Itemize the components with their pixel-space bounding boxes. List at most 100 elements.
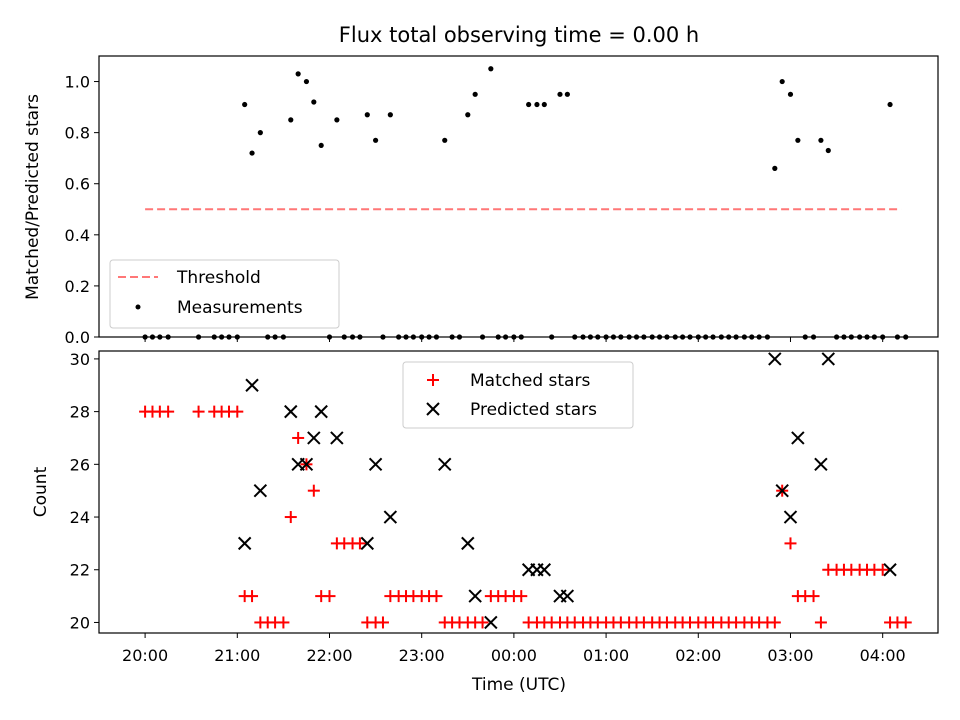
predicted-star-point: [383, 510, 398, 524]
predicted-star-point: [814, 457, 828, 472]
matched-star-point: [323, 590, 336, 603]
measurement-point: [687, 334, 693, 340]
measurement-point: [456, 334, 463, 340]
measurement-point: [903, 334, 909, 340]
predicted-star-point: [791, 431, 805, 445]
measurement-point: [326, 334, 333, 340]
measurement-point: [664, 334, 670, 340]
measurement-point: [779, 78, 785, 85]
measurement-point: [703, 334, 709, 340]
measurement-point: [772, 165, 778, 171]
measurement-point: [795, 137, 801, 143]
measurement-point: [587, 334, 594, 340]
bottom-legend: Matched stars Predicted stars: [402, 361, 634, 429]
measurement-point: [295, 71, 301, 77]
predicted-star-point: [775, 483, 789, 498]
measurement-point: [626, 334, 632, 340]
predicted-star-point: [253, 483, 268, 498]
legend-matched-swatch: [427, 374, 439, 386]
measurement-point: [387, 112, 393, 118]
bottom-plot-area: 20:00 21:00 22:00 23:00 00:00 01:00 02:00 03:00…: [70, 350, 912, 665]
x-tick-label: 22:00: [306, 646, 352, 665]
measurement-point: [265, 334, 271, 340]
matched-star-point: [807, 590, 820, 603]
matched-star-point: [768, 616, 781, 629]
x-tick-label: 04:00: [860, 646, 906, 665]
measurement-point: [165, 334, 171, 340]
top-y-tick-label: 1.0: [65, 73, 90, 92]
measurement-point: [841, 334, 847, 340]
measurement-point: [372, 137, 379, 143]
measurement-point: [656, 334, 663, 340]
measurement-point: [272, 334, 278, 340]
measurement-point: [633, 334, 640, 340]
measurement-point: [211, 334, 217, 340]
measurement-point: [249, 150, 255, 156]
measurement-point: [257, 130, 263, 136]
measurement-point: [403, 334, 409, 340]
measurement-point: [810, 334, 817, 340]
measurement-point: [534, 101, 540, 108]
matched-star-point: [476, 616, 489, 629]
measurement-point: [449, 334, 455, 340]
bottom-y-tick-label: 30: [70, 350, 90, 369]
top-y-tick-label: 0.8: [65, 124, 90, 143]
measurement-point: [733, 334, 739, 340]
matched-star-point: [246, 590, 259, 603]
matched-star-point: [231, 405, 244, 418]
predicted-star-point: [560, 589, 575, 603]
measurement-point: [726, 334, 732, 340]
measurement-point: [818, 137, 824, 143]
measurement-point: [410, 334, 416, 340]
x-tick-label: 00:00: [491, 646, 537, 665]
measurement-point: [380, 334, 386, 340]
predicted-star-point: [438, 457, 452, 472]
matched-star-point: [307, 484, 320, 497]
measurement-point: [518, 334, 524, 340]
matched-star-point: [515, 590, 528, 603]
measurement-point: [495, 334, 501, 340]
bottom-y-axis-label: Count: [31, 466, 51, 517]
predicted-star-point: [368, 457, 383, 472]
measurement-point: [572, 334, 578, 340]
matched-star-point: [430, 590, 443, 603]
measurement-point: [280, 334, 286, 340]
x-tick-label: 20:00: [122, 646, 168, 665]
measurement-point: [749, 334, 755, 340]
measurement-point: [288, 117, 294, 123]
measurement-point: [341, 334, 347, 340]
matched-star-point: [292, 431, 305, 444]
measurement-point: [234, 334, 240, 340]
matched-star-point: [376, 616, 389, 629]
bottom-y-tick-label: 26: [70, 455, 90, 474]
predicted-star-point: [360, 536, 375, 551]
matched-star-point: [814, 616, 827, 629]
measurement-point: [242, 101, 248, 108]
measurement-point: [718, 334, 724, 340]
top-y-tick-label: 0.0: [65, 328, 90, 347]
legend-predicted-label: Predicted stars: [470, 400, 597, 420]
measurement-point: [195, 334, 202, 340]
bottom-y-tick-label: 24: [70, 508, 90, 527]
predicted-star-point: [883, 563, 897, 577]
measurement-point: [864, 334, 870, 340]
measurement-point: [680, 334, 686, 340]
top-legend-box: [109, 259, 340, 329]
measurement-point: [357, 334, 363, 340]
measurement-point: [564, 91, 570, 97]
predicted-star-point: [314, 404, 328, 419]
predicted-star-point: [307, 431, 321, 445]
top-legend: Threshold Measurements: [109, 259, 340, 329]
legend-predicted-swatch: [426, 402, 440, 416]
measurement-point: [419, 334, 425, 340]
measurement-point: [526, 101, 532, 108]
measurement-point: [465, 112, 471, 118]
measurement-point: [396, 334, 402, 340]
chart-title: Flux total observing time = 0.00 h: [339, 23, 699, 47]
matched-star-point: [284, 511, 297, 524]
legend-threshold-label: Threshold: [176, 268, 261, 288]
x-tick-label: 21:00: [214, 646, 260, 665]
x-tick-label: 03:00: [767, 646, 813, 665]
measurement-point: [557, 91, 563, 97]
